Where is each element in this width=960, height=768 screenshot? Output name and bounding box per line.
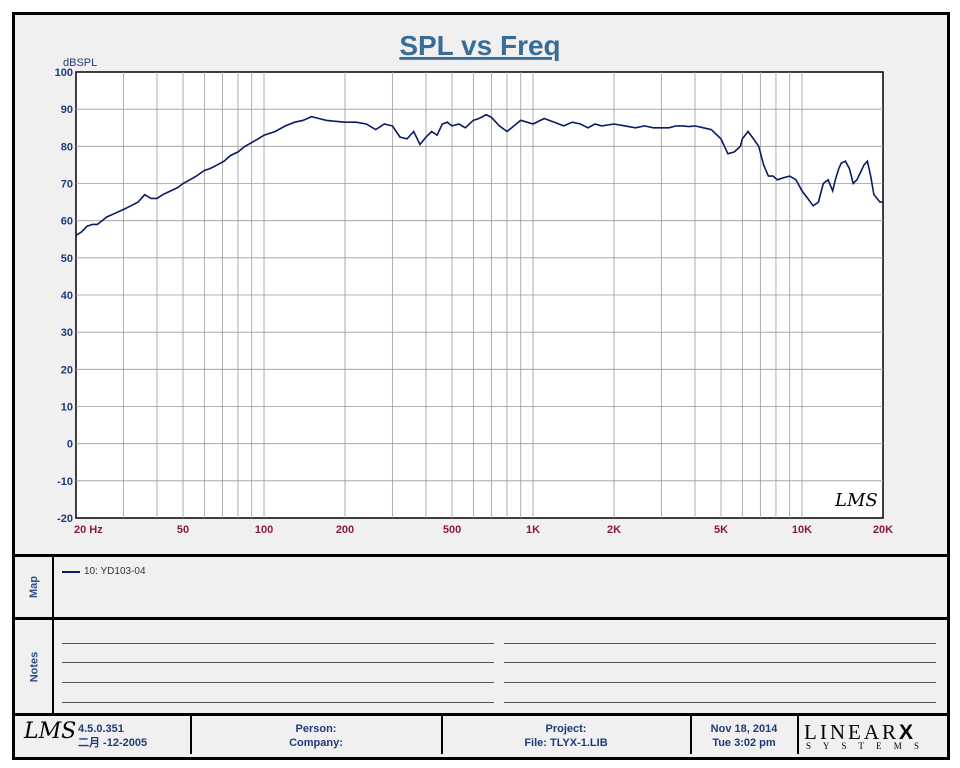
project-block: Project: File: TLYX-1.LIB [443,718,689,758]
company-label: Company: [289,737,343,749]
x-tick-label: 20K [873,524,893,536]
x-tick-label: 20 Hz [74,524,103,536]
person-label: Person: [295,723,337,735]
legend-swatch [62,570,80,573]
notes-section-label: Notes [15,620,53,713]
grid [76,72,883,518]
note-line [504,682,936,683]
y-tick-label: 70 [61,179,73,191]
notes-label: Notes [28,651,40,682]
footer-divider [797,716,799,754]
note-line [62,662,494,663]
brand-x: X [899,721,917,744]
date: Nov 18, 2014 [710,723,778,735]
footer-divider [690,716,692,754]
legend: 10: YD103-04 [62,566,146,577]
y-tick-label: 50 [61,253,73,265]
divider-map-notes [12,617,950,620]
note-line [62,682,494,683]
y-tick-label: 0 [67,439,73,451]
note-line [62,702,494,703]
note-line [62,643,494,644]
note-line [504,702,936,703]
y-tick-label: 30 [61,327,73,339]
divider-notes-footer [12,713,950,716]
lms-logo: LMS [24,719,77,744]
version-date: 二月 -12-2005 [78,737,148,749]
y-tick-label: 20 [61,364,73,376]
x-tick-label: 5K [714,524,728,536]
footer-divider [190,716,192,754]
x-tick-label: 2K [607,524,621,536]
datetime-block: Nov 18, 2014 Tue 3:02 pm [692,718,796,758]
x-tick-label: 100 [255,524,273,536]
file-label: File: TLYX-1.LIB [524,737,608,749]
series-line [75,113,883,237]
chart: SPL vs Freq dBSPL 1009080706050403020100… [55,30,894,536]
divider-chart-map [12,554,950,557]
x-tick-label: 1K [526,524,540,536]
version-block: 4.5.0.351 二月 -12-2005 [78,718,178,758]
x-tick-label: 10K [792,524,812,536]
y-tick-label: 60 [61,216,73,228]
chart-title: SPL vs Freq [399,30,560,61]
map-label: Map [28,576,40,598]
time: Tue 3:02 pm [712,737,776,749]
y-axis-label: dBSPL [63,57,97,69]
map-section-label: Map [15,557,53,617]
x-tick-label: 500 [443,524,461,536]
version: 4.5.0.351 [78,723,124,735]
y-tick-label: 90 [61,104,73,116]
y-tick-label: -10 [57,476,73,488]
footer-divider [441,716,443,754]
lms-watermark: LMS [834,490,878,511]
x-tick-label: 200 [336,524,354,536]
note-line [504,643,936,644]
x-tick-label: 50 [177,524,189,536]
project-label: Project: [545,723,587,735]
y-tick-label: -20 [57,513,73,525]
map-label-divider [52,557,54,617]
linearx-logo: LINEARX S Y S T E M S [800,718,944,754]
brand-top: LINEAR [804,720,899,744]
y-tick-label: 40 [61,290,73,302]
person-block: Person: Company: [192,718,440,758]
legend-entry: 10: YD103-04 [84,566,146,577]
y-tick-label: 100 [55,67,73,79]
y-tick-label: 10 [61,402,73,414]
y-tick-label: 80 [61,141,73,153]
note-line [504,662,936,663]
brand-bottom: S Y S T E M S [806,741,925,751]
notes-label-divider [52,620,54,713]
